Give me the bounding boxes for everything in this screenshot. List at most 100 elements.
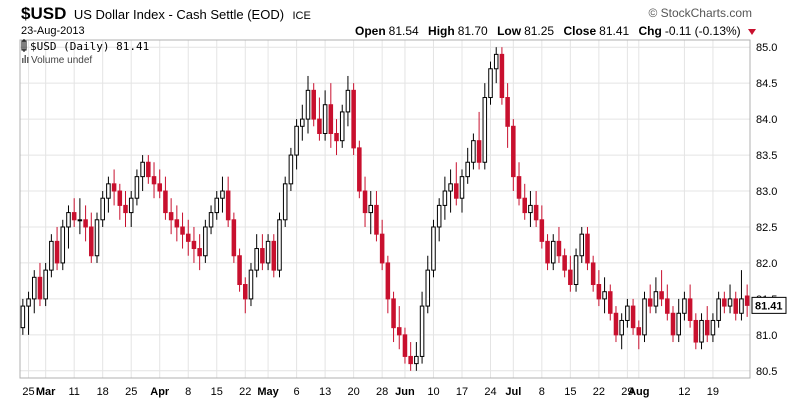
candle-body xyxy=(49,240,54,271)
x-tick-label: 17 xyxy=(456,386,468,398)
candle-body xyxy=(248,269,254,300)
candle xyxy=(243,277,248,314)
candle xyxy=(670,306,676,343)
candle xyxy=(619,313,624,350)
candle-body xyxy=(573,255,579,286)
candle xyxy=(665,284,670,321)
candle-body xyxy=(254,248,259,271)
candle-body xyxy=(379,233,385,264)
candle-body xyxy=(225,190,231,221)
candle-body xyxy=(482,97,488,163)
candle-body xyxy=(613,312,619,336)
candle xyxy=(128,191,134,227)
candle xyxy=(493,47,499,84)
candle-body xyxy=(471,140,476,163)
candle xyxy=(157,169,162,199)
candle-body xyxy=(733,298,739,314)
high-label: High xyxy=(428,24,455,38)
candle xyxy=(26,291,31,335)
candle xyxy=(203,219,208,263)
candle xyxy=(459,169,465,213)
candle xyxy=(545,234,550,271)
candle-body xyxy=(277,219,282,271)
candle xyxy=(94,212,100,263)
candle-body xyxy=(722,298,727,307)
candle xyxy=(528,191,533,227)
low-value: 81.25 xyxy=(524,24,555,38)
candle-body xyxy=(414,355,419,365)
last-price-box xyxy=(751,296,787,314)
x-tick-label: Jul xyxy=(505,386,521,398)
candle xyxy=(448,169,453,213)
candle xyxy=(322,90,328,141)
candle-body xyxy=(20,305,26,329)
candle-body xyxy=(71,212,77,221)
candle-body xyxy=(431,226,436,271)
candle-body xyxy=(419,305,425,357)
chart-legend: $USD (Daily) 81.41 Volume undef xyxy=(21,39,149,66)
candle-body xyxy=(334,132,339,142)
candle xyxy=(385,255,391,314)
candle-body xyxy=(562,255,567,271)
candle xyxy=(225,176,231,227)
chart-title: $USD US Dollar Index - Cash Settle (EOD)… xyxy=(21,4,311,24)
candle-body xyxy=(351,89,356,149)
candle xyxy=(271,234,277,278)
candle xyxy=(550,234,556,271)
candle xyxy=(282,176,288,227)
candle xyxy=(396,306,402,350)
candle-body xyxy=(197,248,202,257)
y-axis-ticks: 80.581.081.582.082.583.083.584.084.585.0 xyxy=(756,42,777,378)
candle xyxy=(693,313,699,350)
candle-body xyxy=(499,53,505,99)
candle xyxy=(727,284,733,314)
candle xyxy=(402,327,408,364)
candle-body xyxy=(168,212,174,221)
candle-body xyxy=(26,298,31,307)
candle xyxy=(647,284,653,314)
candle xyxy=(488,61,493,105)
candle-body xyxy=(425,269,431,307)
candle-body xyxy=(493,53,499,70)
candle-body xyxy=(157,183,162,192)
candle-body xyxy=(659,291,664,300)
candle-body xyxy=(693,319,699,343)
candle-body xyxy=(357,147,362,192)
candle-body xyxy=(66,212,71,228)
candle-body xyxy=(716,298,721,321)
x-tick-label: 15 xyxy=(564,386,576,398)
x-tick-label: 29 xyxy=(621,386,633,398)
candle-body xyxy=(448,183,453,192)
candle-body xyxy=(128,197,134,214)
candle-body xyxy=(60,226,66,264)
candle-body xyxy=(288,154,294,185)
candle xyxy=(722,291,727,314)
candle xyxy=(334,119,339,156)
x-tick-label: Aug xyxy=(628,386,649,398)
candle-body xyxy=(665,298,670,314)
x-tick-label: 13 xyxy=(319,386,331,398)
candle-body xyxy=(180,226,185,235)
close-value: 81.41 xyxy=(599,24,630,38)
candle-body xyxy=(682,298,687,314)
candle xyxy=(710,313,716,343)
candle xyxy=(573,248,579,292)
candle-body xyxy=(31,276,37,300)
close-label: Close xyxy=(563,24,597,38)
candle-body xyxy=(585,233,590,264)
candle xyxy=(602,277,607,314)
candle-body xyxy=(676,312,681,336)
candle-body xyxy=(670,312,676,336)
candle-body xyxy=(465,161,470,178)
candle xyxy=(465,147,470,184)
candle xyxy=(391,291,396,343)
x-tick-label: 8 xyxy=(185,386,191,398)
candle-body xyxy=(630,305,636,329)
candle xyxy=(294,119,299,170)
symbol-label: $USD xyxy=(21,4,67,23)
candle-body xyxy=(260,248,265,264)
candle xyxy=(237,248,242,292)
candle-body xyxy=(533,204,539,221)
candle xyxy=(408,342,413,371)
candle xyxy=(163,176,168,220)
